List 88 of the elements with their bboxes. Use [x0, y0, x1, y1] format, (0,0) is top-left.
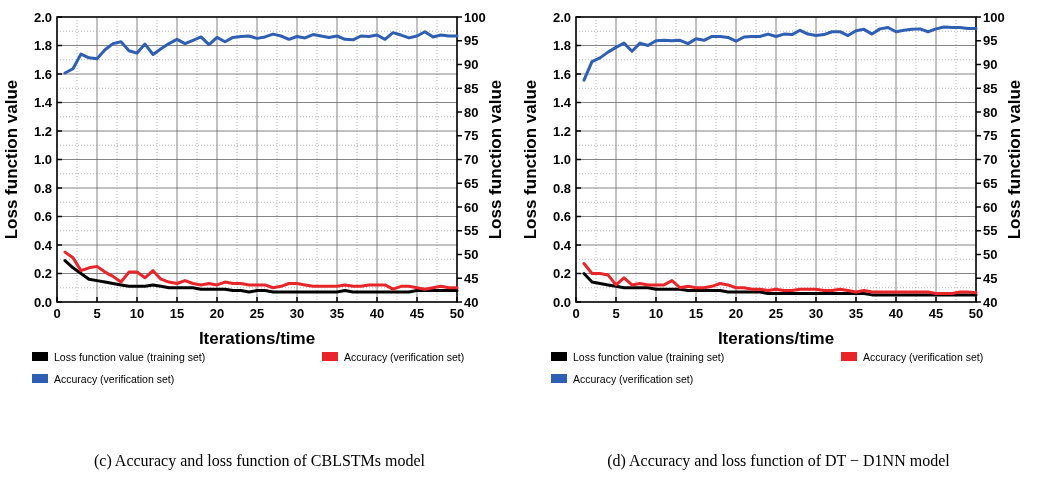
- y-axis-title: Loss function value: [2, 79, 21, 240]
- legend-label: Accuracy (verification set): [573, 372, 694, 385]
- x-tick-label: 20: [209, 306, 225, 321]
- y-tick-label: 0.6: [33, 209, 52, 225]
- x-tick-label: 20: [728, 306, 744, 321]
- y2-tick-label: 45: [464, 270, 479, 286]
- y2-tick-label: 50: [464, 247, 479, 263]
- y-tick-label: 1.4: [552, 95, 572, 111]
- x-axis-title: Iterations/time: [198, 329, 316, 348]
- x-tick-label: 10: [129, 306, 145, 321]
- y-tick-label: 2.0: [33, 9, 52, 25]
- x-tick-label: 35: [848, 306, 864, 321]
- x-tick-label: 10: [648, 306, 664, 321]
- y-tick-label: 1.2: [33, 123, 52, 139]
- y2-tick-label: 75: [983, 128, 998, 144]
- x-tick-label: 50: [968, 306, 984, 321]
- x-tick-label: 45: [928, 306, 944, 321]
- y2-tick-label: 90: [983, 57, 998, 73]
- y-tick-label: 1.0: [33, 152, 52, 168]
- y2-tick-label: 50: [983, 247, 998, 263]
- y2-tick-label: 90: [464, 57, 479, 73]
- y2-tick-label: 60: [464, 199, 479, 215]
- y-tick-label: 0.4: [33, 237, 53, 253]
- y2-tick-label: 55: [464, 223, 479, 239]
- y2-tick-label: 95: [464, 33, 479, 49]
- y2-tick-label: 100: [464, 9, 486, 25]
- y2-tick-label: 95: [983, 33, 998, 49]
- y-tick-label: 2.0: [552, 9, 571, 25]
- x-tick-label: 5: [612, 306, 620, 321]
- y2-tick-label: 60: [983, 199, 998, 215]
- line-series: [582, 25, 978, 82]
- y-tick-label: 1.6: [552, 66, 571, 82]
- y-tick-label: 1.8: [552, 38, 571, 54]
- legend-label: Accuracy (verification set): [54, 372, 175, 385]
- x-tick-label: 30: [808, 306, 824, 321]
- x-tick-label: 50: [449, 306, 465, 321]
- text: (c) Accuracy and loss function of CBLSTMs model: [93, 452, 426, 470]
- legend-label: Accuracy (verification set): [344, 350, 465, 363]
- y2-tick-label: 70: [464, 152, 479, 168]
- y2-axis-title: Loss function value: [1005, 79, 1024, 240]
- y2-tick-label: 70: [983, 152, 998, 168]
- y-tick-label: 0.2: [552, 266, 571, 282]
- x-tick-label: 15: [688, 306, 704, 321]
- y2-tick-label: 80: [983, 104, 998, 120]
- x-tick-label: 25: [249, 306, 265, 321]
- y2-tick-label: 40: [983, 294, 998, 310]
- line-series: [63, 30, 459, 75]
- y-tick-label: 1.0: [552, 152, 571, 168]
- x-tick-label: 0: [572, 306, 580, 321]
- y-tick-label: 1.4: [33, 95, 53, 111]
- x-tick-label: 40: [369, 306, 385, 321]
- text: (d) Accuracy and loss function of DT − D1NN model: [607, 452, 951, 470]
- x-tick-label: 40: [888, 306, 904, 321]
- y-tick-label: 0.4: [552, 237, 572, 253]
- y2-tick-label: 55: [983, 223, 998, 239]
- y-axis-title: Loss function value: [521, 79, 540, 240]
- x-tick-label: 45: [409, 306, 425, 321]
- x-tick-label: 30: [289, 306, 305, 321]
- y-tick-label: 0.8: [552, 180, 571, 196]
- x-tick-label: 0: [53, 306, 61, 321]
- y2-axis-title: Loss function value: [486, 79, 505, 240]
- line-series: [582, 262, 978, 295]
- y-tick-label: 1.8: [33, 38, 52, 54]
- y2-tick-label: 85: [983, 80, 998, 96]
- legend-label: Loss function value (training set): [54, 350, 206, 363]
- y2-tick-label: 45: [983, 270, 998, 286]
- y-tick-label: 0.6: [552, 209, 571, 225]
- y-tick-label: 1.2: [552, 123, 571, 139]
- y-tick-label: 1.6: [33, 66, 52, 82]
- y-tick-label: 0.0: [552, 294, 571, 310]
- y2-tick-label: 75: [464, 128, 479, 144]
- line-series: [63, 250, 459, 291]
- y2-tick-label: 65: [983, 175, 998, 191]
- y2-tick-label: 65: [464, 175, 479, 191]
- x-axis-title: Iterations/time: [717, 329, 835, 348]
- y2-tick-label: 80: [464, 104, 479, 120]
- x-tick-label: 35: [329, 306, 345, 321]
- y-tick-label: 0.2: [33, 266, 52, 282]
- y-tick-label: 0.8: [33, 180, 52, 196]
- legend-label: Accuracy (verification set): [863, 350, 984, 363]
- x-tick-label: 15: [169, 306, 185, 321]
- legend-label: Loss function value (training set): [573, 350, 725, 363]
- y2-tick-label: 40: [464, 294, 479, 310]
- y2-tick-label: 100: [983, 9, 1005, 25]
- y-tick-label: 0.0: [33, 294, 52, 310]
- y2-tick-label: 85: [464, 80, 479, 96]
- x-tick-label: 25: [768, 306, 784, 321]
- x-tick-label: 5: [93, 306, 101, 321]
